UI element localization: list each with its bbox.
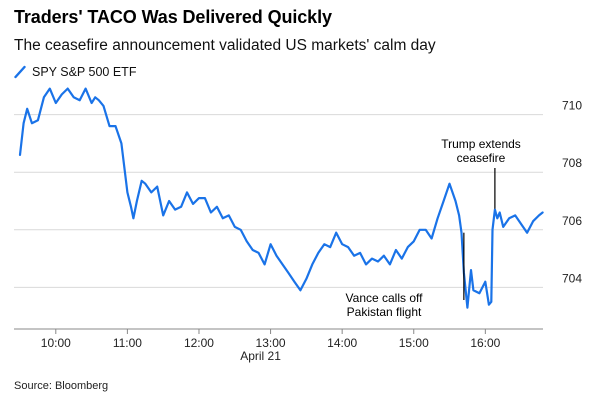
legend-swatch [14,65,26,79]
chart-subtitle: The ceasefire announcement validated US … [14,37,436,54]
y-tick-label-708: 708 [562,156,582,170]
x-tick-label-10:00: 10:00 [41,336,71,350]
x-tick-label-13:00: 13:00 [256,336,286,350]
y-tick-label-706: 706 [562,214,582,228]
annotation-pakistan: Vance calls off Pakistan flight [346,291,424,319]
y-tick-label-710: 710 [562,99,582,113]
legend-label: SPY S&P 500 ETF [32,65,137,79]
x-axis-label: April 21 [240,349,281,363]
x-tick-label-14:00: 14:00 [327,336,357,350]
series-line-spy [18,87,544,309]
chart-title: Traders' TACO Was Delivered Quickly [14,7,332,27]
legend: SPY S&P 500 ETF [14,64,136,80]
x-tick-label-11:00: 11:00 [113,336,142,350]
source-note: Source: Bloomberg [14,380,109,392]
y-tick-label-704: 704 [562,271,582,285]
x-tick-label-15:00: 15:00 [399,336,429,350]
x-tick-label-12:00: 12:00 [184,336,214,350]
annotation-ceasefire: Trump extends ceasefire [441,137,521,165]
x-tick-label-16:00: 16:00 [470,336,500,350]
